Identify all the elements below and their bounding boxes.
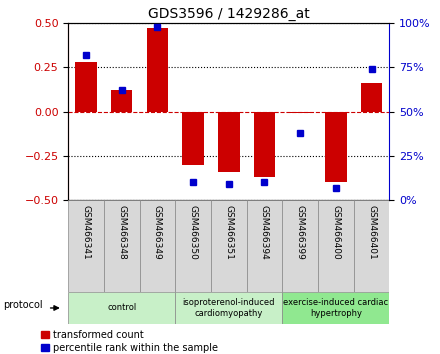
- Text: exercise-induced cardiac
hypertrophy: exercise-induced cardiac hypertrophy: [283, 298, 389, 318]
- Text: GSM466400: GSM466400: [331, 205, 341, 259]
- Bar: [111, 90, 132, 112]
- FancyBboxPatch shape: [282, 200, 318, 292]
- Text: GSM466401: GSM466401: [367, 205, 376, 259]
- FancyBboxPatch shape: [211, 200, 247, 292]
- Bar: [290, 112, 311, 113]
- Bar: [254, 112, 275, 177]
- FancyBboxPatch shape: [175, 292, 282, 324]
- FancyBboxPatch shape: [68, 200, 104, 292]
- FancyBboxPatch shape: [282, 292, 389, 324]
- Bar: [147, 28, 168, 112]
- FancyBboxPatch shape: [139, 200, 175, 292]
- Text: GSM466348: GSM466348: [117, 205, 126, 259]
- Text: GSM466399: GSM466399: [296, 205, 304, 259]
- FancyBboxPatch shape: [175, 200, 211, 292]
- Bar: [75, 62, 97, 112]
- FancyBboxPatch shape: [247, 200, 282, 292]
- Text: GSM466351: GSM466351: [224, 205, 233, 259]
- FancyBboxPatch shape: [318, 200, 354, 292]
- Text: GSM466341: GSM466341: [81, 205, 91, 259]
- FancyBboxPatch shape: [354, 200, 389, 292]
- FancyBboxPatch shape: [104, 200, 139, 292]
- Legend: transformed count, percentile rank within the sample: transformed count, percentile rank withi…: [40, 329, 219, 354]
- Text: GSM466394: GSM466394: [260, 205, 269, 259]
- Text: GSM466349: GSM466349: [153, 205, 162, 259]
- Bar: [183, 112, 204, 165]
- FancyBboxPatch shape: [68, 292, 175, 324]
- Bar: [361, 83, 382, 112]
- Title: GDS3596 / 1429286_at: GDS3596 / 1429286_at: [148, 7, 310, 21]
- Bar: [325, 112, 347, 182]
- Text: GSM466350: GSM466350: [189, 205, 198, 259]
- Text: isoproterenol-induced
cardiomyopathy: isoproterenol-induced cardiomyopathy: [183, 298, 275, 318]
- Text: control: control: [107, 303, 136, 313]
- Bar: [218, 112, 239, 172]
- Text: protocol: protocol: [4, 300, 43, 310]
